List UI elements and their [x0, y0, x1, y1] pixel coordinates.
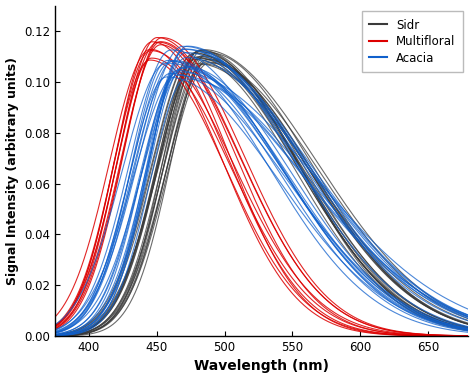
- Legend: Sidr, Multifloral, Acacia: Sidr, Multifloral, Acacia: [362, 11, 463, 72]
- X-axis label: Wavelength (nm): Wavelength (nm): [194, 359, 329, 373]
- Y-axis label: Signal Intensity (arbitrary units): Signal Intensity (arbitrary units): [6, 57, 18, 285]
